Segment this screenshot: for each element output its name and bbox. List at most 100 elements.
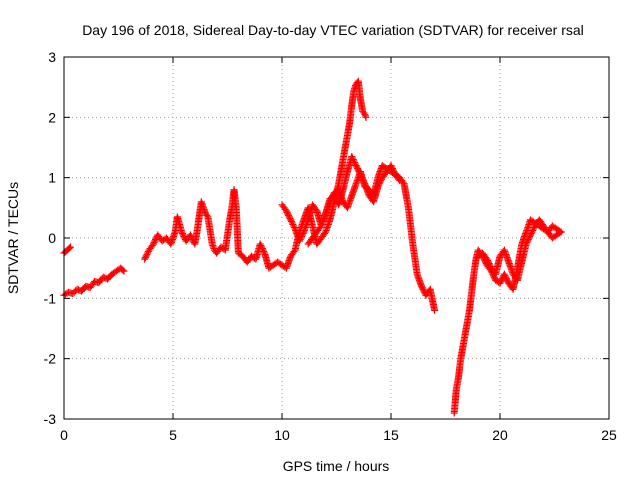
data-point-marker — [120, 267, 128, 275]
data-point-marker — [377, 177, 385, 185]
data-point-marker — [257, 242, 265, 250]
data-point-marker — [141, 254, 149, 262]
x-tick-label: 20 — [492, 427, 508, 443]
data-point-marker — [375, 180, 383, 188]
data-point-marker — [298, 232, 306, 240]
data-point-marker — [357, 172, 365, 180]
axes: 0 5 10 15 20 25 -3 -2 -1 0 1 2 3 — [44, 49, 617, 443]
data-point-marker — [501, 272, 509, 280]
data-point-marker — [141, 255, 149, 263]
data-point-marker — [282, 207, 290, 215]
data-point-marker — [283, 208, 291, 216]
data-point-marker — [290, 223, 298, 231]
y-tick-label: 3 — [48, 49, 56, 65]
data-point-marker — [286, 214, 294, 222]
data-point-marker — [321, 229, 329, 237]
data-point-marker — [256, 240, 264, 248]
data-point-marker — [151, 237, 159, 245]
data-point-marker — [388, 165, 396, 173]
data-point-marker — [418, 284, 426, 292]
data-point-marker — [353, 163, 361, 171]
data-point-marker — [529, 225, 537, 233]
data-point-marker — [360, 178, 368, 186]
data-point-marker — [296, 236, 304, 244]
data-point-marker — [431, 306, 439, 314]
data-point-marker — [350, 157, 358, 165]
data-point-marker — [525, 234, 533, 242]
data-point-marker — [358, 174, 366, 182]
data-point-marker — [144, 249, 152, 257]
data-point-marker — [356, 171, 364, 179]
data-point-marker — [297, 234, 305, 242]
x-axis-label: GPS time / hours — [283, 458, 390, 474]
data-point-marker — [143, 251, 151, 259]
data-point-marker — [295, 237, 303, 245]
data-point-marker — [556, 229, 564, 237]
data-point-marker — [497, 278, 505, 286]
data-point-marker — [354, 166, 362, 174]
data-point-marker — [354, 165, 362, 173]
data-point-marker — [522, 240, 530, 248]
x-tick-label: 15 — [383, 427, 399, 443]
y-tick-label: 2 — [48, 109, 56, 125]
data-point-marker — [119, 266, 127, 274]
data-point-marker — [285, 213, 293, 221]
data-point-marker — [351, 160, 359, 168]
data-point-marker — [259, 246, 267, 254]
chart-title: Day 196 of 2018, Sidereal Day-to-day VTE… — [82, 22, 584, 38]
data-point-marker — [316, 223, 324, 231]
data-point-marker — [503, 275, 511, 283]
data-point-marker — [399, 178, 407, 186]
data-point-marker — [203, 211, 211, 219]
data-point-marker — [178, 229, 186, 237]
data-point-marker — [312, 205, 320, 213]
data-point-marker — [362, 113, 370, 121]
data-point-marker — [287, 216, 295, 224]
data-point-marker — [528, 228, 536, 236]
data-point-marker — [299, 229, 307, 237]
data-point-marker — [527, 231, 535, 239]
data-point-marker — [496, 279, 504, 287]
data-point-marker — [287, 217, 295, 225]
x-tick-label: 5 — [169, 427, 177, 443]
data-point-marker — [290, 222, 298, 230]
data-point-marker — [375, 181, 383, 189]
y-tick-label: -3 — [44, 411, 57, 427]
data-point-marker — [374, 183, 382, 191]
data-point-marker — [503, 276, 511, 284]
plot-frame — [63, 56, 610, 420]
data-point-marker — [349, 156, 357, 164]
data-point-marker — [258, 243, 266, 251]
data-point-marker — [186, 231, 194, 239]
x-tick-label: 25 — [601, 427, 617, 443]
data-point-marker — [419, 285, 427, 293]
data-point-marker — [260, 248, 268, 256]
data-point-marker — [524, 237, 532, 245]
data-point-marker — [330, 192, 338, 200]
data-point-marker — [65, 244, 73, 252]
data-point-marker — [285, 211, 293, 219]
data-point-marker — [356, 169, 364, 177]
data-point-marker — [396, 177, 404, 185]
data-point-marker — [289, 220, 297, 228]
data-point-marker — [389, 166, 397, 174]
data-point-marker — [485, 260, 493, 268]
data-point-marker — [500, 270, 508, 278]
data-point-marker — [290, 248, 298, 256]
y-tick-label: -2 — [44, 351, 57, 367]
data-point-marker — [523, 239, 531, 247]
data-point-marker — [149, 240, 157, 248]
data-point-marker — [529, 226, 537, 234]
data-point-marker — [524, 236, 532, 244]
data-point-marker — [178, 228, 186, 236]
data-point-marker — [484, 257, 492, 265]
x-tick-label: 10 — [274, 427, 290, 443]
data-point-marker — [557, 228, 565, 236]
data-point-marker — [288, 219, 296, 227]
data-point-marker — [142, 252, 150, 260]
data-point-marker — [359, 175, 367, 183]
data-point-marker — [390, 168, 398, 176]
data-point-marker — [483, 255, 491, 263]
data-point-marker — [150, 239, 158, 247]
